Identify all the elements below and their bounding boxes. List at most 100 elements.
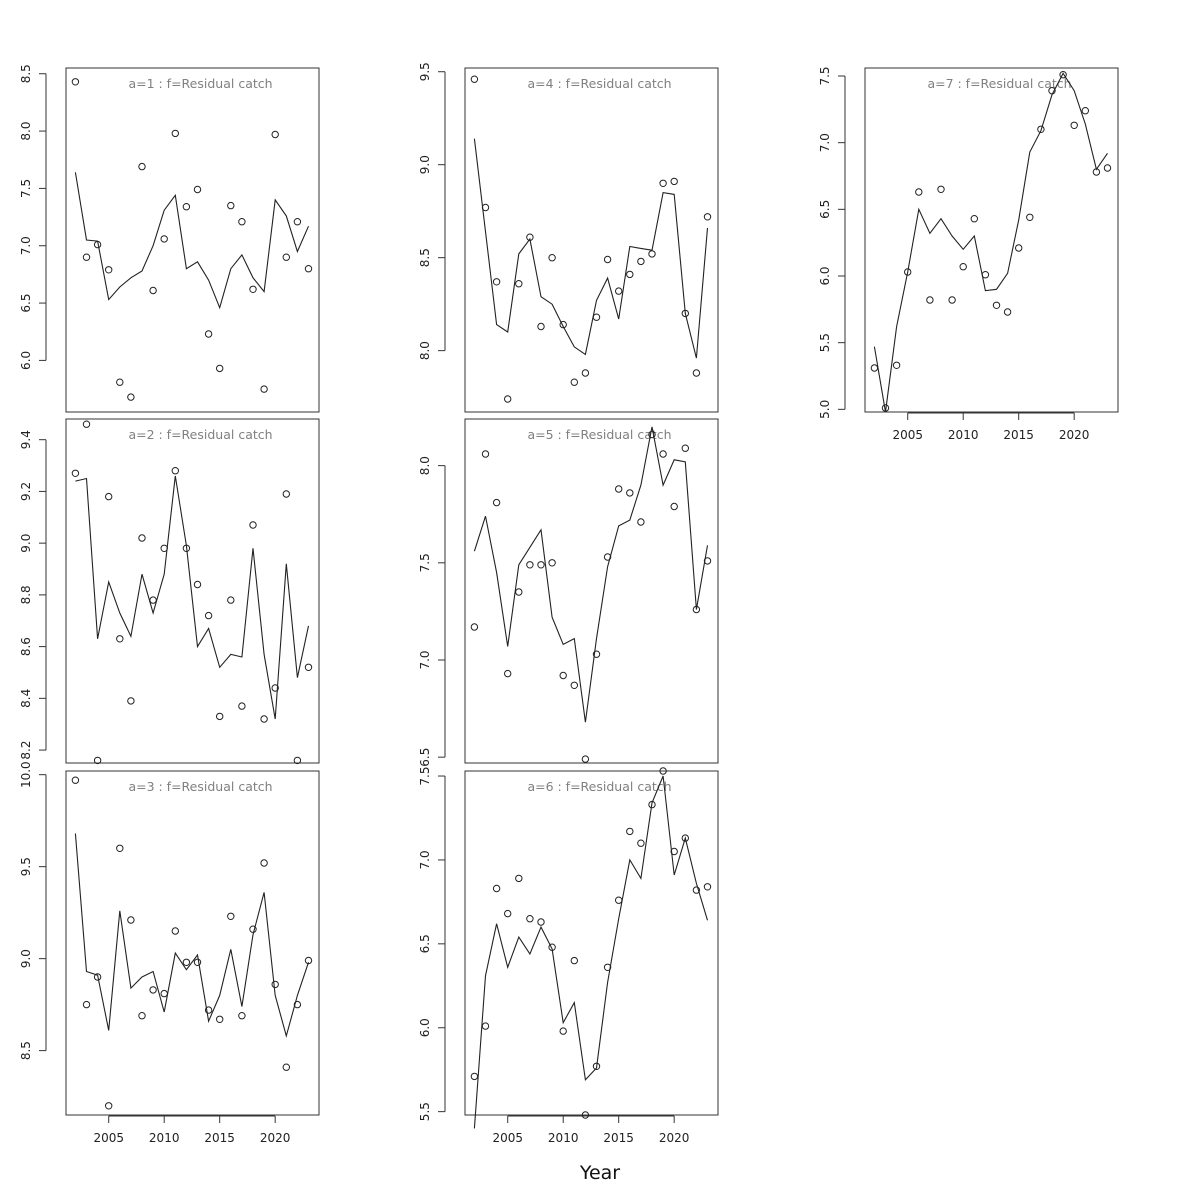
- observed-point: [681, 444, 689, 452]
- observed-point: [282, 253, 290, 261]
- observed-point: [293, 756, 302, 765]
- observed-point: [692, 605, 701, 614]
- observed-point: [548, 559, 556, 567]
- observed-point: [504, 909, 512, 918]
- observed-point: [105, 1102, 113, 1110]
- observed-point: [238, 702, 246, 710]
- observed-point: [992, 301, 1001, 309]
- fitted-series-line: [473, 426, 709, 723]
- y-tick-label: 8.8: [19, 585, 33, 604]
- observed-point: [526, 915, 534, 923]
- observed-point: [282, 1063, 290, 1071]
- observed-point: [559, 671, 567, 680]
- observed-point: [216, 1015, 224, 1023]
- observed-point: [670, 177, 678, 186]
- panel-frame: [65, 770, 320, 1116]
- fitted-series-line: [75, 475, 310, 720]
- y-tick-label: 8.5: [418, 248, 432, 267]
- y-tick-label: 8.4: [19, 689, 33, 708]
- observed-point: [1103, 164, 1112, 172]
- observed-point: [160, 989, 168, 998]
- observed-point: [138, 534, 146, 542]
- observed-point: [626, 827, 634, 836]
- observed-point: [648, 250, 656, 258]
- panel-2: 8.2 8.4 8.6 8.8 9.0 9.2 9.4 a=2 : f=Residual ca…: [19, 418, 320, 765]
- observed-point: [127, 393, 135, 401]
- observed-point: [659, 179, 667, 188]
- x-tick-label: 2005: [892, 428, 923, 442]
- observed-point: [238, 1012, 246, 1020]
- y-tick-label: 8.0: [418, 341, 432, 360]
- observed-point: [481, 1022, 490, 1030]
- y-tick-label: 5.5: [818, 333, 832, 352]
- observed-point: [249, 285, 257, 293]
- panel-frame: [65, 67, 320, 413]
- x-axis-label: Year: [579, 1162, 620, 1184]
- observed-point: [559, 1027, 567, 1035]
- observed-point: [1081, 107, 1090, 115]
- observed-point: [915, 188, 923, 196]
- x-tick-label: 2005: [93, 1131, 124, 1145]
- y-tick-label: 9.2: [19, 482, 33, 501]
- observed-point: [681, 834, 689, 842]
- y-tick-label: 7.0: [418, 650, 432, 669]
- observed-point: [293, 1000, 302, 1009]
- observed-point: [648, 800, 656, 809]
- observed-point: [271, 684, 279, 692]
- x-tick-label: 2010: [548, 1131, 579, 1145]
- observed-point: [959, 263, 967, 271]
- observed-point: [570, 378, 578, 386]
- observed-point: [249, 925, 257, 933]
- observed-point: [470, 1072, 479, 1081]
- observed-point: [548, 254, 556, 262]
- observed-point: [470, 75, 479, 83]
- panel-frame: [864, 67, 1119, 413]
- y-tick-label: 10.0: [19, 761, 33, 788]
- y-tick-label: 6.0: [818, 266, 832, 285]
- observed-point: [227, 201, 235, 210]
- observed-point: [703, 213, 712, 221]
- observed-point: [892, 361, 901, 369]
- observed-point: [515, 588, 523, 596]
- observed-point: [1048, 87, 1056, 95]
- observed-point: [93, 756, 102, 765]
- observed-point: [193, 958, 202, 966]
- observed-point: [881, 404, 890, 412]
- panel-1: 6.0 6.5 7.0 7.5 8.0 8.5 a=1 : f=Residual catch: [19, 64, 320, 413]
- observed-point: [171, 467, 180, 475]
- observed-point: [615, 287, 623, 295]
- x-tick-label: 2015: [603, 1131, 634, 1145]
- observed-point: [82, 1000, 91, 1009]
- observed-point: [238, 218, 246, 226]
- observed-point: [182, 203, 191, 211]
- observed-point: [504, 395, 512, 403]
- observed-point: [204, 330, 213, 338]
- fitted-series-line: [74, 833, 310, 1038]
- observed-point: [227, 596, 235, 604]
- panel-frame: [464, 770, 719, 1116]
- panel-title: a=7 : f=Residual catch: [927, 76, 1071, 91]
- observed-point: [171, 129, 180, 138]
- y-tick-label: 7.0: [19, 236, 33, 255]
- y-tick-label: 7.5: [418, 553, 432, 572]
- observed-point: [537, 322, 545, 331]
- fitted-series-line: [473, 775, 709, 1129]
- observed-point: [626, 489, 634, 497]
- observed-point: [692, 886, 701, 894]
- observed-point: [492, 884, 501, 893]
- observed-point: [304, 663, 313, 671]
- y-tick-label: 7.0: [418, 850, 432, 869]
- panel-title: a=2 : f=Residual catch: [128, 427, 272, 442]
- observed-point: [659, 767, 667, 775]
- observed-point: [570, 956, 578, 965]
- observed-point: [615, 485, 623, 493]
- y-tick-label: 9.5: [19, 857, 33, 876]
- observed-point: [481, 450, 490, 458]
- panel-title: a=1 : f=Residual catch: [128, 76, 272, 91]
- y-tick-label: 9.0: [19, 534, 33, 553]
- observed-point: [615, 896, 623, 904]
- panels: 6.0 6.5 7.0 7.5 8.0 8.5 a=1 : f=Residual catch…: [19, 62, 1119, 1145]
- observed-point: [149, 986, 157, 994]
- panel-frame: [464, 67, 719, 413]
